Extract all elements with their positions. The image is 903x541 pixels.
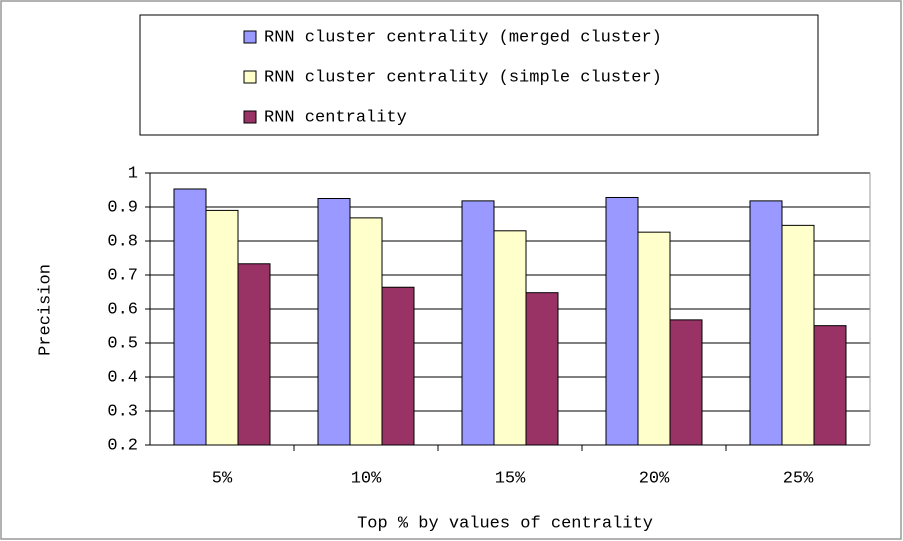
legend-label: RNN centrality xyxy=(264,108,407,127)
y-tick-label: 0.4 xyxy=(107,368,138,387)
bar xyxy=(781,224,815,446)
y-tick-label: 0.5 xyxy=(107,334,138,353)
bar xyxy=(349,217,383,446)
y-tick-label: 0.6 xyxy=(107,300,138,319)
y-tick-label: 0.7 xyxy=(107,266,138,285)
bar xyxy=(525,292,559,446)
bar xyxy=(317,198,351,446)
bar xyxy=(813,325,847,446)
bar xyxy=(669,319,703,446)
legend-swatch xyxy=(243,70,257,84)
y-axis-label: Precision xyxy=(36,264,55,356)
bar xyxy=(461,200,495,446)
bar xyxy=(381,286,415,446)
legend-swatch xyxy=(243,30,257,44)
x-tick-label: 5% xyxy=(212,469,233,488)
bar xyxy=(493,230,527,446)
bar xyxy=(605,196,639,446)
legend-label: RNN cluster centrality (merged cluster) xyxy=(264,28,662,47)
x-tick-label: 15% xyxy=(495,469,526,488)
bar xyxy=(205,209,239,446)
x-tick-label: 20% xyxy=(639,469,670,488)
y-tick-label: 1 xyxy=(128,164,138,183)
y-tick-label: 0.9 xyxy=(107,198,138,217)
x-tick-label: 25% xyxy=(783,469,814,488)
bar xyxy=(749,200,783,446)
legend-label: RNN cluster centrality (simple cluster) xyxy=(264,68,662,87)
y-tick-label: 0.3 xyxy=(107,402,138,421)
y-tick-label: 0.2 xyxy=(107,436,138,455)
x-tick-label: 10% xyxy=(351,469,382,488)
y-tick-label: 0.8 xyxy=(107,232,138,251)
bar xyxy=(173,188,207,446)
bar xyxy=(637,231,671,446)
bar xyxy=(237,263,271,446)
legend-swatch xyxy=(243,110,257,124)
x-axis-label: Top % by values of centrality xyxy=(357,514,653,533)
